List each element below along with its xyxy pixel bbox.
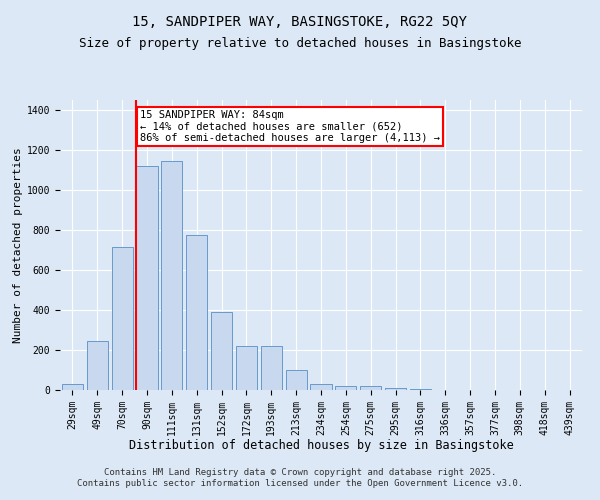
Bar: [112, 247, 133, 390]
X-axis label: Distribution of detached houses by size in Basingstoke: Distribution of detached houses by size …: [128, 439, 514, 452]
Bar: [87, 341, 108, 390]
Bar: [261, 346, 282, 390]
Bar: [385, 388, 406, 390]
Bar: [310, 384, 332, 390]
Y-axis label: Number of detached properties: Number of detached properties: [13, 147, 23, 343]
Bar: [211, 312, 232, 390]
Bar: [161, 161, 182, 390]
Text: Size of property relative to detached houses in Basingstoke: Size of property relative to detached ho…: [79, 38, 521, 51]
Bar: [410, 389, 431, 390]
Bar: [136, 166, 158, 390]
Text: 15 SANDPIPER WAY: 84sqm
← 14% of detached houses are smaller (652)
86% of semi-d: 15 SANDPIPER WAY: 84sqm ← 14% of detache…: [140, 110, 440, 143]
Bar: [186, 235, 207, 390]
Bar: [335, 386, 356, 390]
Text: Contains HM Land Registry data © Crown copyright and database right 2025.
Contai: Contains HM Land Registry data © Crown c…: [77, 468, 523, 487]
Bar: [360, 386, 381, 390]
Bar: [286, 370, 307, 390]
Bar: [236, 346, 257, 390]
Bar: [62, 384, 83, 390]
Text: 15, SANDPIPER WAY, BASINGSTOKE, RG22 5QY: 15, SANDPIPER WAY, BASINGSTOKE, RG22 5QY: [133, 15, 467, 29]
